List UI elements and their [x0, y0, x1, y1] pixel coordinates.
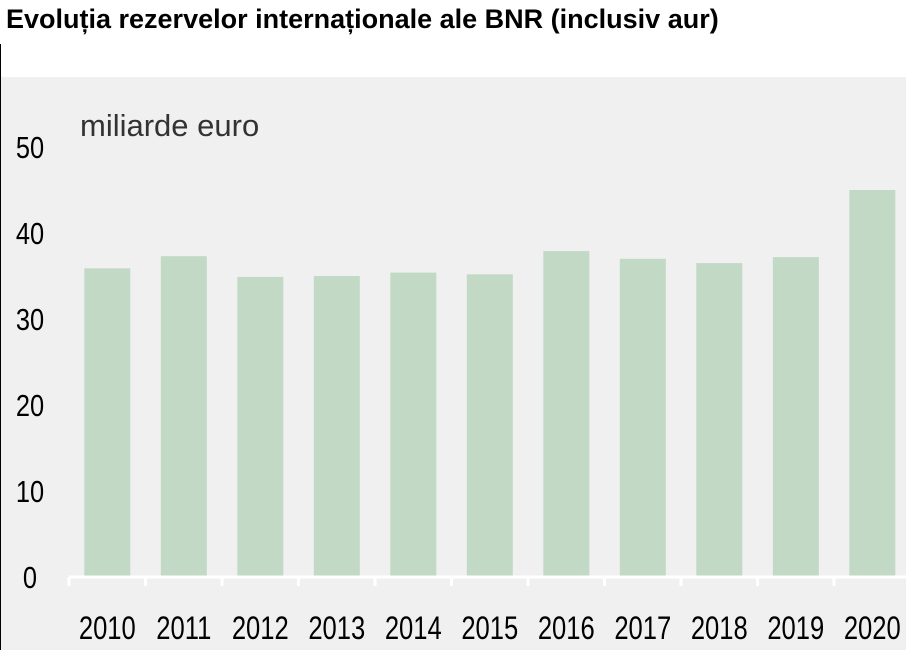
y-tick-label: 20 [16, 389, 44, 424]
y-tick-label: 50 [16, 131, 44, 166]
plot-background [1, 77, 906, 650]
bar-2016 [543, 251, 590, 577]
left-border [0, 44, 1, 650]
y-tick-labels: 0 10 20 30 40 50 [16, 131, 44, 596]
x-tick-label: 2018 [691, 611, 748, 646]
x-tick-label: 2017 [614, 611, 671, 646]
x-tick-label: 2014 [385, 611, 442, 646]
bar-2013 [313, 276, 360, 577]
y-tick-label: 40 [16, 217, 44, 252]
y-tick-label: 0 [23, 561, 37, 596]
x-tick-label: 2020 [844, 611, 901, 646]
bar-2018 [696, 263, 743, 577]
x-tick-label: 2010 [79, 611, 136, 646]
x-tick-label: 2011 [156, 611, 211, 646]
bar-2020 [849, 190, 896, 577]
bar-2010 [84, 268, 131, 577]
bar-2015 [466, 274, 513, 577]
x-tick-label: 2013 [308, 611, 365, 646]
bars-group [84, 190, 896, 577]
bar-2011 [160, 256, 207, 577]
x-axis [67, 575, 911, 586]
bar-2017 [619, 258, 666, 577]
x-tick-label: 2015 [461, 611, 518, 646]
y-tick-label: 30 [16, 303, 44, 338]
x-tick-label: 2016 [538, 611, 595, 646]
chart-title: Evoluția rezervelor internaționale ale B… [6, 4, 719, 34]
bar-2019 [772, 257, 819, 577]
bar-2014 [390, 272, 437, 577]
unit-label: miliarde euro [80, 108, 260, 143]
bar-2012 [237, 276, 284, 577]
y-tick-label: 10 [16, 475, 44, 510]
x-tick-labels: 2010 2011 2012 2013 2014 2015 2016 2017 2018 2019… [79, 611, 901, 646]
x-tick-label: 2012 [232, 611, 289, 646]
x-tick-label: 2019 [767, 611, 824, 646]
